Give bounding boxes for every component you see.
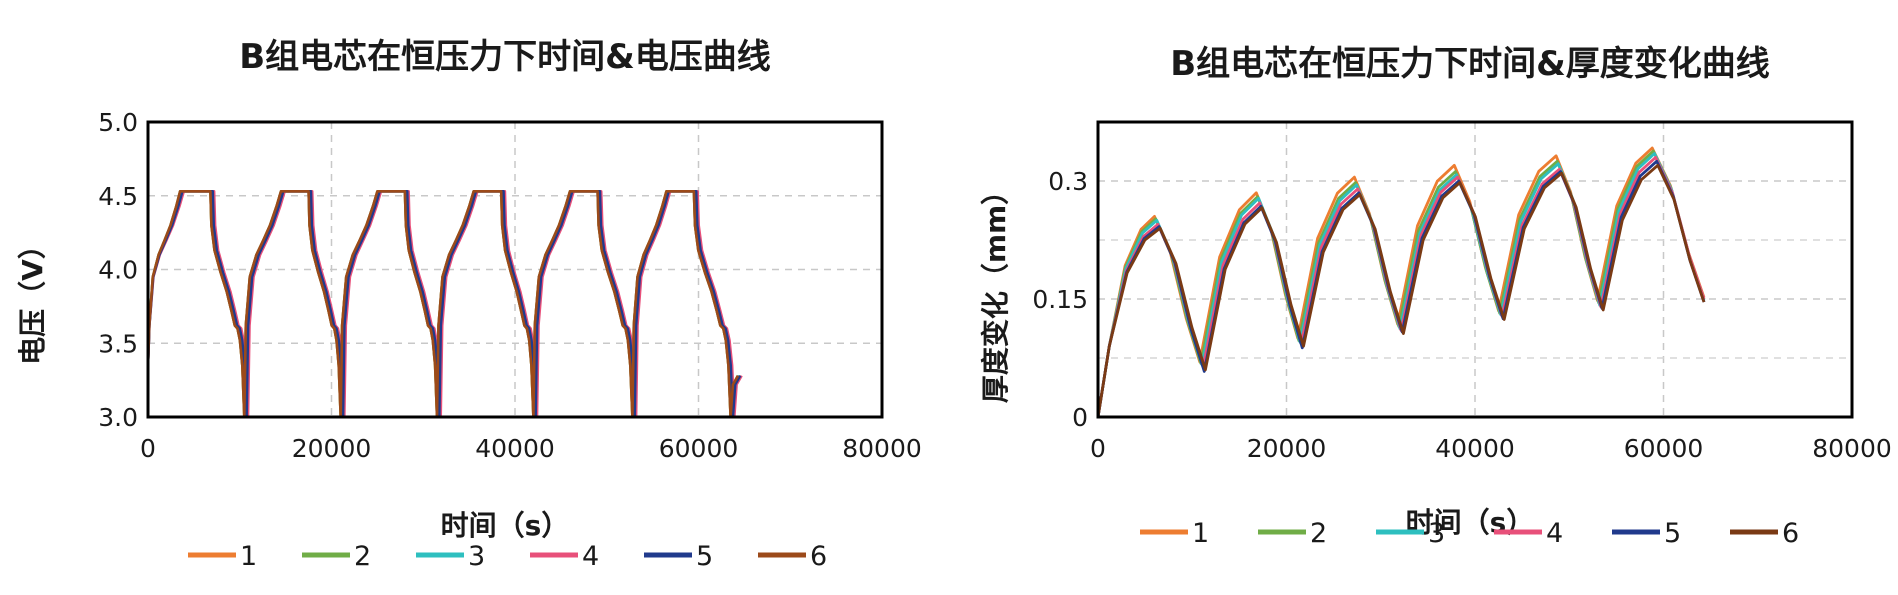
chart1-legend: 1 2 3 4 5 6 [188,541,827,572]
chart1-x-ticks: 0 20000 40000 60000 80000 [140,434,922,463]
chart2-series-line-2 [1096,149,1706,418]
chart1-y-ticks: 3.0 3.5 4.0 4.5 5.0 [98,108,138,432]
chart2-legend: 1 2 3 4 5 6 [1140,518,1799,549]
chart2-series-line-4 [1096,156,1706,418]
chart1-title: B组电芯在恒压力下时间&电压曲线 [239,37,771,77]
chart1-y-tick-label: 4.0 [98,256,138,285]
chart1-legend-label-2: 2 [354,541,371,572]
chart1-legend-label-5: 5 [696,541,713,572]
chart1-y-tick-label: 4.5 [98,182,138,211]
chart2-series-line-3 [1096,152,1706,418]
chart2-x-tick-label: 0 [1090,434,1106,463]
chart2-legend-label-6: 6 [1782,518,1799,549]
chart2-legend-label-1: 1 [1192,518,1209,549]
chart2-grid [1098,122,1852,417]
chart1-plot-frame [146,120,884,419]
chart1-x-tick-label: 20000 [292,434,372,463]
chart1-x-tick-label: 60000 [659,434,739,463]
chart2-y-axis-label: 厚度变化（mm） [979,177,1012,403]
chart2-series-line-6 [1096,163,1706,418]
chart2-y-tick-label: 0.15 [1032,285,1088,314]
chart1-legend-label-3: 3 [468,541,485,572]
chart1-x-tick-label: 0 [140,434,156,463]
chart1-x-axis-label: 时间（s） [441,509,570,542]
chart2-plot-frame [1096,120,1854,419]
chart2-series-lines [1096,146,1706,418]
chart2-title: B组电芯在恒压力下时间&厚度变化曲线 [1170,44,1770,84]
chart2-x-tick-label: 40000 [1435,434,1515,463]
chart2-y-tick-label: 0.3 [1048,167,1088,196]
chart1-y-tick-label: 3.0 [98,403,138,432]
chart2-legend-label-4: 4 [1546,518,1563,549]
chart1-series-line-6 [146,190,740,419]
chart1-x-tick-label: 40000 [475,434,555,463]
chart1-y-axis-label: 电压（V） [16,231,49,365]
chart2-y-ticks: 0 0.15 0.3 [1032,167,1088,432]
chart2-x-tick-label: 60000 [1624,434,1704,463]
chart1-legend-label-4: 4 [582,541,599,572]
chart2-x-tick-label: 20000 [1247,434,1327,463]
chart2-series-line-1 [1096,146,1706,418]
thickness-chart: B组电芯在恒压力下时间&厚度变化曲线 0 20000 40000 60000 80000… [979,44,1892,549]
chart1-y-tick-label: 3.5 [98,329,138,358]
chart1-series-line-5 [146,190,742,419]
chart1-legend-label-1: 1 [240,541,257,572]
chart1-series-lines [146,190,743,419]
chart1-legend-label-6: 6 [810,541,827,572]
chart2-y-tick-label: 0 [1072,403,1088,432]
chart2-series-line-5 [1096,159,1706,418]
chart2-legend-label-5: 5 [1664,518,1681,549]
chart1-x-tick-label: 80000 [842,434,922,463]
chart1-y-tick-label: 5.0 [98,108,138,137]
chart2-x-tick-label: 80000 [1812,434,1892,463]
voltage-chart: B组电芯在恒压力下时间&电压曲线 0 20000 40000 60000 80000 3… [16,37,922,572]
chart2-x-ticks: 0 20000 40000 60000 80000 [1090,434,1892,463]
chart2-legend-label-3: 3 [1428,518,1445,549]
chart2-legend-label-2: 2 [1310,518,1327,549]
chart1-series-line-4 [146,190,743,419]
